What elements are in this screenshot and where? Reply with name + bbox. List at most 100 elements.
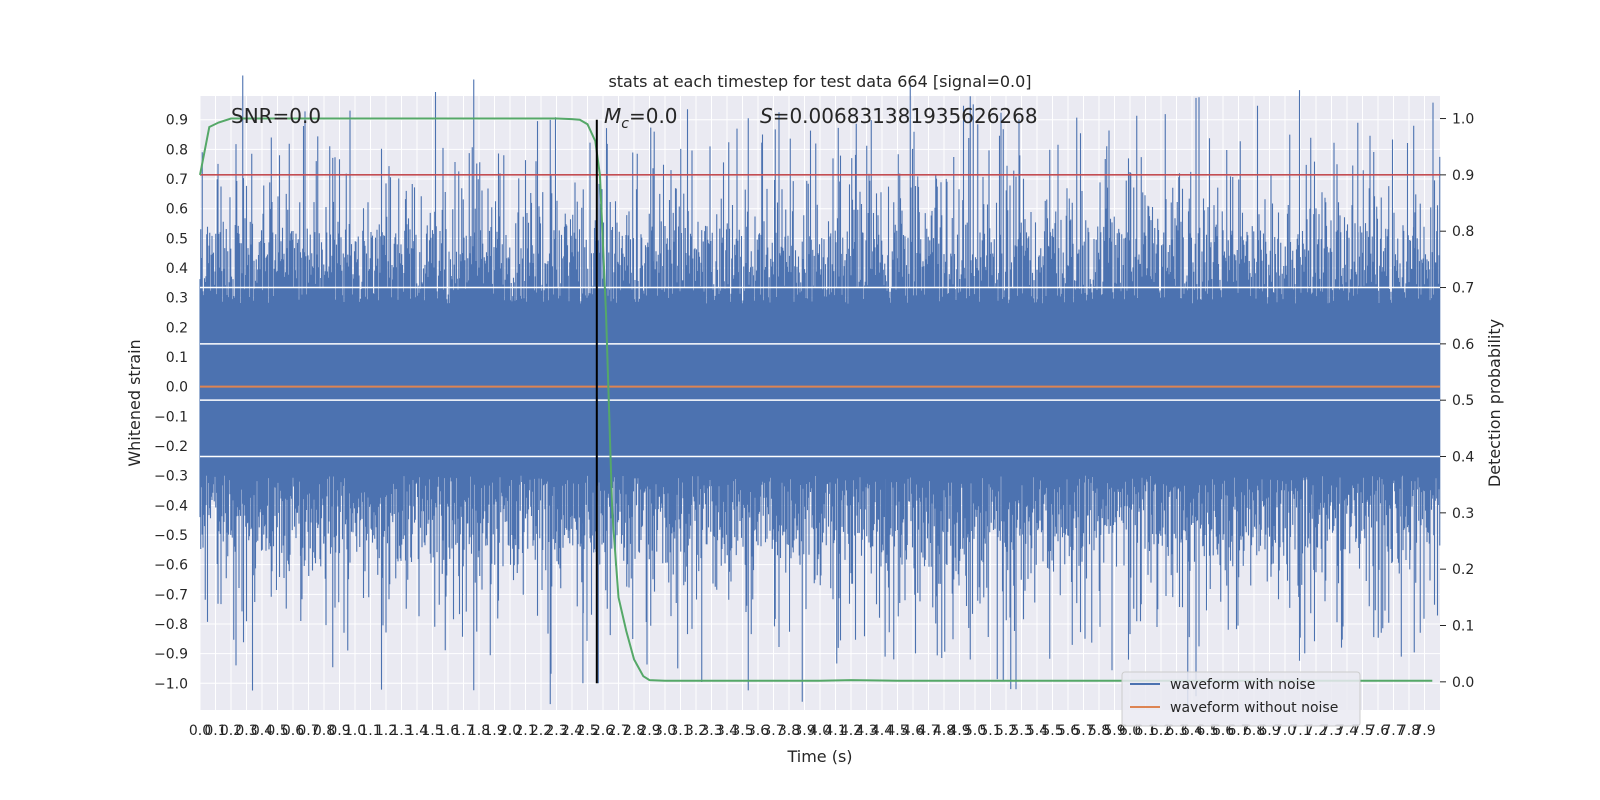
detection-probability-line	[199, 117, 1433, 682]
y-tick-label: −0.1	[154, 409, 188, 425]
x-tick-label: 2.6	[592, 723, 614, 739]
y-tick-label: 0.9	[166, 113, 188, 129]
x-tick-label: 0.5	[266, 723, 288, 739]
x-tick-label: 6.7	[1227, 723, 1249, 739]
x-tick-label: 4.6	[902, 723, 924, 739]
y-tick-label: −0.9	[154, 647, 188, 663]
y2-tick-label: 0.6	[1452, 337, 1474, 353]
x-tick-label: 2.4	[561, 723, 583, 739]
x-tick-label: 0.3	[235, 723, 257, 739]
y2-tick-label: 0.0	[1452, 675, 1474, 691]
x-tick-label: 5.5	[1041, 723, 1063, 739]
y2-tick-label: 0.7	[1452, 281, 1474, 297]
y-tick-label: 0.7	[166, 172, 188, 188]
y-tick-label: −0.6	[154, 558, 188, 574]
x-tick-label: 5.2	[995, 723, 1017, 739]
x-tick-label: 5.9	[1103, 723, 1125, 739]
y2-tick-label: 0.1	[1452, 619, 1474, 635]
x-tick-label: 1.2	[375, 723, 397, 739]
x-tick-label: 7.7	[1382, 723, 1404, 739]
x-tick-label: 4.7	[917, 723, 939, 739]
x-tick-label: 2.1	[514, 723, 536, 739]
y2-tick-label: 0.3	[1452, 506, 1474, 522]
x-tick-label: 3.9	[793, 723, 815, 739]
s-value: =0.006831381935626268	[773, 104, 1038, 128]
x-tick-label: 5.4	[1026, 723, 1048, 739]
y-tick-label: 0.5	[166, 231, 188, 247]
y2-tick-label: 0.8	[1452, 224, 1474, 240]
legend: waveform with noise waveform without noi…	[1121, 671, 1361, 727]
x-tick-label: 4.4	[871, 723, 893, 739]
y-tick-label: 0.0	[166, 380, 188, 396]
y-tick-label: 0.8	[166, 142, 188, 158]
s-symbol: S	[760, 104, 773, 128]
x-tick-label: 6.6	[1212, 723, 1234, 739]
x-tick-label: 6.5	[1196, 723, 1218, 739]
y2-tick-label: 0.2	[1452, 562, 1474, 578]
x-tick-label: 7.4	[1336, 723, 1358, 739]
x-tick-label: 1.5	[421, 723, 443, 739]
x-tick-label: 3.0	[654, 723, 676, 739]
x-tick-label: 7.3	[1320, 723, 1342, 739]
axes: 0.00.10.20.30.40.50.60.70.80.91.01.11.21…	[154, 112, 1474, 739]
y2-axis-label: Detection probability	[1485, 319, 1504, 487]
y-tick-label: 0.6	[166, 202, 188, 218]
y-tick-label: 0.4	[166, 261, 188, 277]
x-tick-label: 4.8	[933, 723, 955, 739]
x-tick-label: 3.4	[716, 723, 738, 739]
x-tick-label: 3.6	[747, 723, 769, 739]
legend-label-clean: waveform without noise	[1170, 700, 1338, 716]
x-tick-label: 6.9	[1258, 723, 1280, 739]
x-axis-label: Time (s)	[786, 747, 852, 766]
x-tick-label: 1.1	[359, 723, 381, 739]
x-tick-label: 3.1	[669, 723, 691, 739]
y2-tick-label: 0.4	[1452, 450, 1474, 466]
s-annotation: S=0.006831381935626268	[760, 104, 1038, 128]
x-tick-label: 7.1	[1289, 723, 1311, 739]
mc-symbol: M	[604, 104, 621, 128]
x-tick-label: 1.6	[437, 723, 459, 739]
y-tick-label: −0.7	[154, 587, 188, 603]
x-tick-label: 0.7	[297, 723, 319, 739]
x-tick-label: 4.1	[824, 723, 846, 739]
y2-tick-label: 0.5	[1452, 393, 1474, 409]
y-tick-label: −0.3	[154, 469, 188, 485]
x-tick-label: 2.7	[607, 723, 629, 739]
y-tick-label: 0.1	[166, 350, 188, 366]
y2-tick-label: 1.0	[1452, 112, 1474, 128]
x-tick-label: 0.6	[282, 723, 304, 739]
x-tick-label: 2.2	[530, 723, 552, 739]
x-tick-label: 6.8	[1243, 723, 1265, 739]
x-tick-label: 3.8	[778, 723, 800, 739]
x-tick-label: 6.4	[1181, 723, 1203, 739]
x-tick-label: 0.9	[328, 723, 350, 739]
y-tick-label: −0.8	[154, 617, 188, 633]
x-tick-label: 1.8	[468, 723, 490, 739]
snr-annotation: SNR=0.0	[231, 104, 321, 128]
legend-label-noisy: waveform with noise	[1170, 677, 1315, 693]
x-tick-label: 7.9	[1413, 723, 1435, 739]
x-tick-label: 5.0	[964, 723, 986, 739]
x-tick-label: 1.3	[390, 723, 412, 739]
y-tick-label: −0.5	[154, 528, 188, 544]
x-tick-label: 2.3	[545, 723, 567, 739]
x-tick-label: 0.2	[220, 723, 242, 739]
x-tick-label: 3.5	[731, 723, 753, 739]
x-tick-label: 0.0	[189, 723, 211, 739]
y-tick-label: −0.4	[154, 498, 188, 514]
x-tick-label: 6.3	[1165, 723, 1187, 739]
mc-value: =0.0	[629, 104, 678, 128]
x-tick-label: 5.1	[979, 723, 1001, 739]
x-tick-label: 7.0	[1274, 723, 1296, 739]
noisy-waveform-series	[199, 75, 1441, 708]
x-tick-label: 6.2	[1150, 723, 1172, 739]
x-tick-label: 5.8	[1088, 723, 1110, 739]
x-tick-label: 2.5	[576, 723, 598, 739]
y-tick-label: 0.2	[166, 320, 188, 336]
x-tick-label: 7.8	[1398, 723, 1420, 739]
x-tick-label: 4.5	[886, 723, 908, 739]
y2-tick-label: 0.9	[1452, 168, 1474, 184]
x-tick-label: 6.0	[1119, 723, 1141, 739]
x-tick-label: 1.0	[344, 723, 366, 739]
